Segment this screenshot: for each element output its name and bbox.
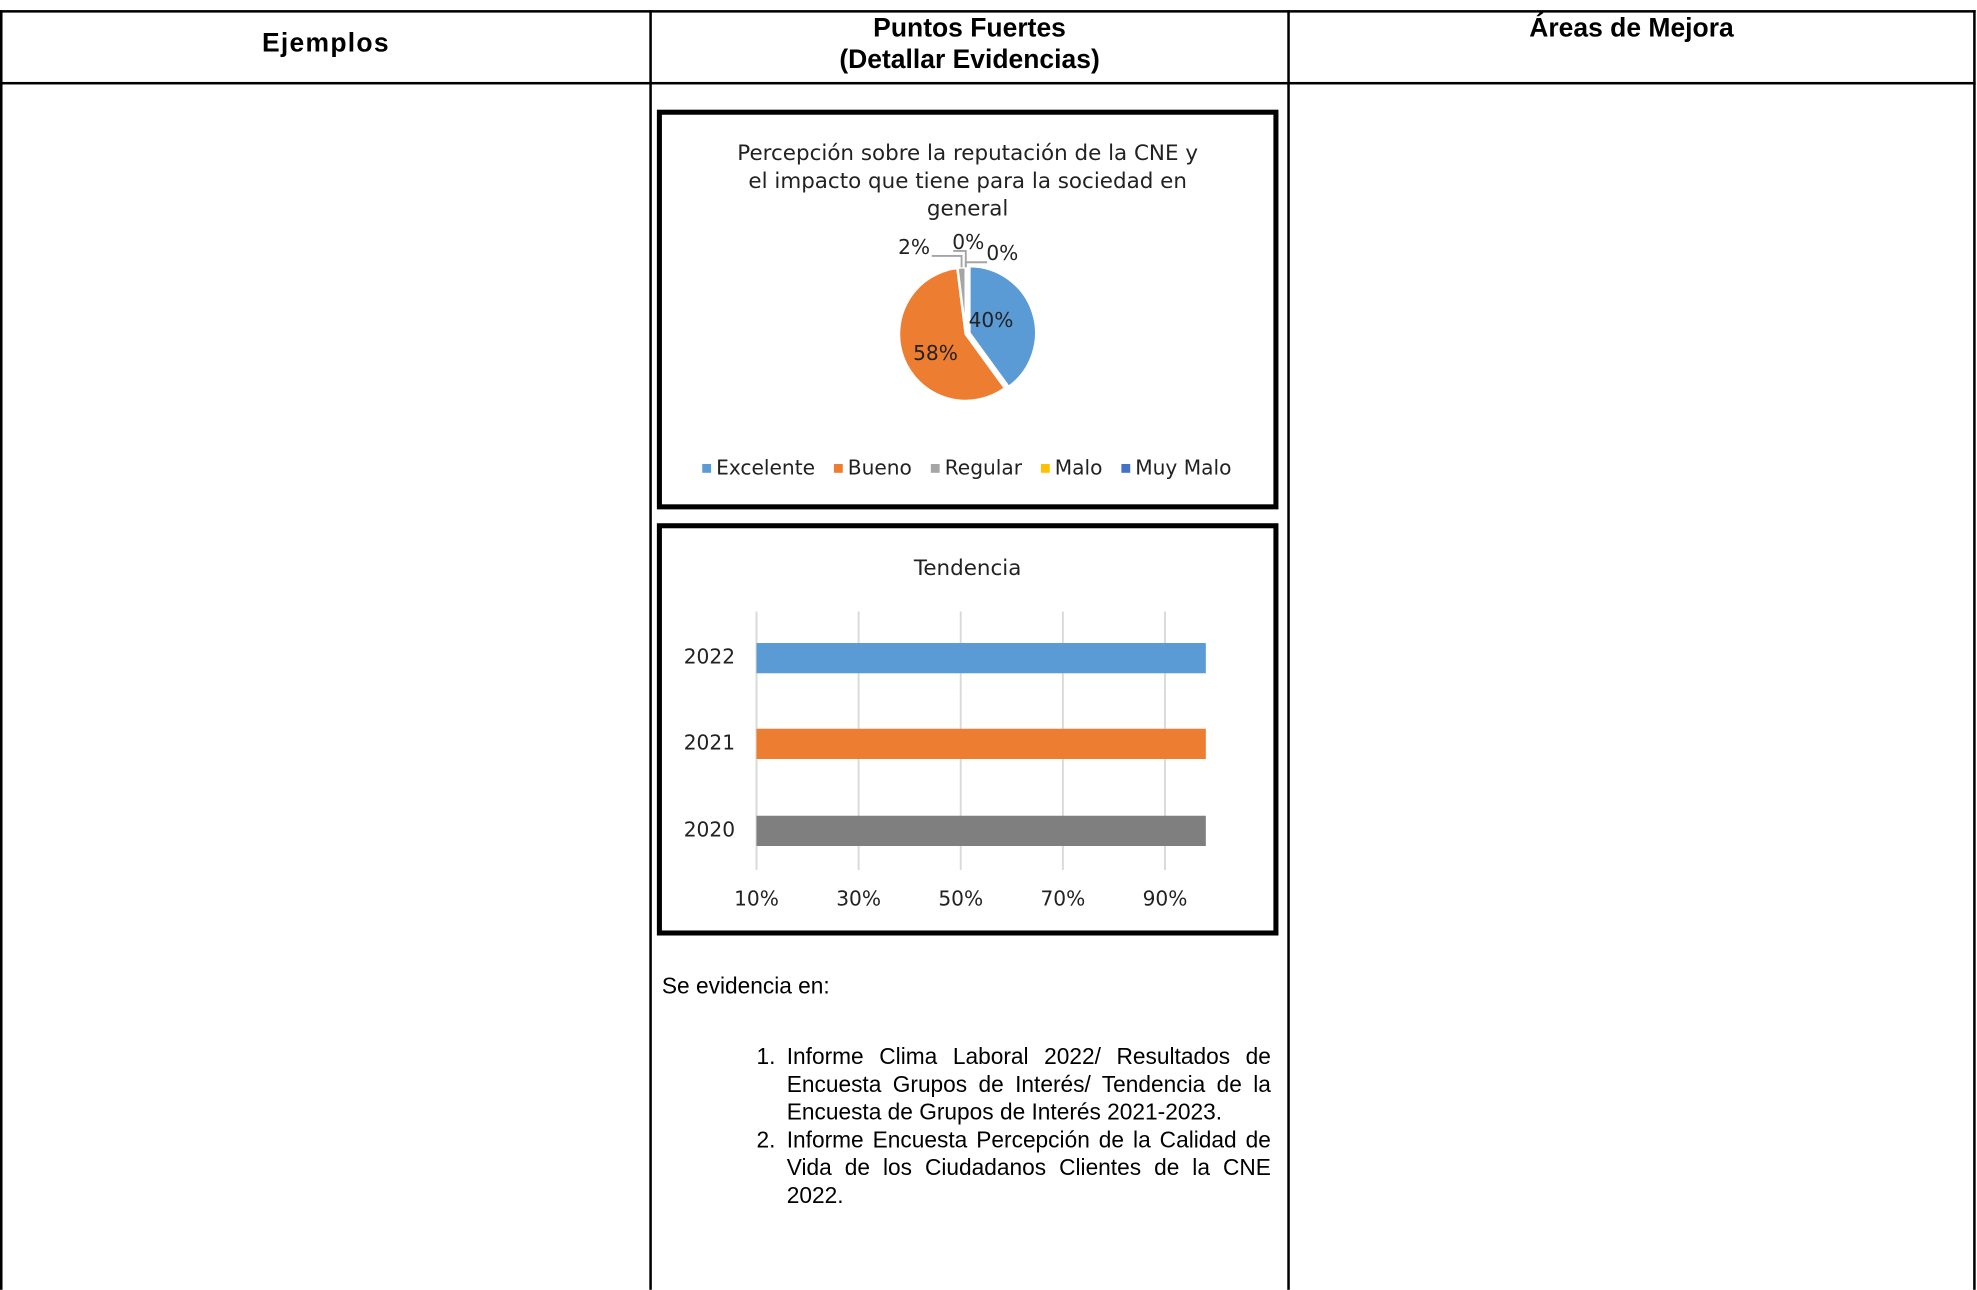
- data-label: 58%: [913, 341, 958, 365]
- x-tick-label: 10%: [734, 887, 779, 911]
- data-label: 2%: [898, 235, 930, 259]
- x-tick-label: 30%: [836, 887, 881, 911]
- evidence-item: Informe Encuesta Percepción de la Calida…: [782, 1126, 1271, 1209]
- legend-label: Malo: [1055, 456, 1103, 480]
- legend-marker: [1040, 463, 1050, 473]
- x-tick-label: 50%: [938, 887, 983, 911]
- border: [0, 10, 3, 1290]
- pie-slice: [968, 264, 1038, 389]
- legend-label: Excelente: [716, 456, 815, 480]
- border: [0, 10, 1976, 13]
- pie-chart: Percepción sobre la reputación de la CNE…: [656, 109, 1279, 510]
- leader-line: [931, 254, 963, 268]
- legend-label: Regular: [945, 456, 1023, 480]
- legend-marker: [702, 463, 712, 473]
- bar: [756, 643, 1206, 674]
- border: [1973, 10, 1976, 1290]
- data-label: 40%: [969, 308, 1014, 332]
- bar: [756, 815, 1206, 846]
- chart-title: Percepción sobre la reputación de la CNE…: [737, 141, 1199, 222]
- legend-label: Bueno: [848, 456, 912, 480]
- x-tick-label: 90%: [1143, 887, 1188, 911]
- border: [0, 81, 1976, 85]
- legend-marker: [1121, 463, 1131, 473]
- legend-marker: [930, 463, 940, 473]
- border: [1287, 10, 1290, 1290]
- y-tick-label: 2020: [684, 817, 735, 841]
- leader-line: [964, 261, 988, 268]
- data-label: 0%: [986, 241, 1018, 265]
- y-tick-label: 2022: [684, 645, 735, 669]
- pie-svg: 40% 58% 2% 0% 0% Excelente Bueno Regular Malo Muy…: [702, 230, 1231, 480]
- bar-chart: Tendencia 10% 30% 50% 70% 90% 2022 2021 2020: [656, 523, 1279, 936]
- data-label: 0%: [952, 230, 984, 254]
- header-cell: Áreas de Mejora: [1529, 13, 1734, 43]
- legend-label: Muy Malo: [1135, 456, 1231, 480]
- legend-marker: [833, 463, 843, 473]
- header-cell: Puntos Fuertes (Detallar Evidencias): [839, 13, 1100, 75]
- pie-slice: [897, 266, 1007, 403]
- bar: [756, 728, 1206, 760]
- evidence-list: Informe Clima Laboral 2022/ Resultados d…: [782, 1043, 1271, 1209]
- y-tick-label: 2021: [684, 730, 735, 754]
- bar-svg: 10% 30% 50% 70% 90% 2022 2021 2020: [684, 611, 1206, 911]
- border: [649, 10, 652, 1290]
- header-cell: Ejemplos: [262, 28, 390, 58]
- chart-title: Tendencia: [913, 556, 1022, 582]
- evidence-intro: Se evidencia en:: [661, 973, 830, 999]
- evidence-item: Informe Clima Laboral 2022/ Resultados d…: [782, 1043, 1271, 1126]
- x-tick-label: 70%: [1040, 887, 1085, 911]
